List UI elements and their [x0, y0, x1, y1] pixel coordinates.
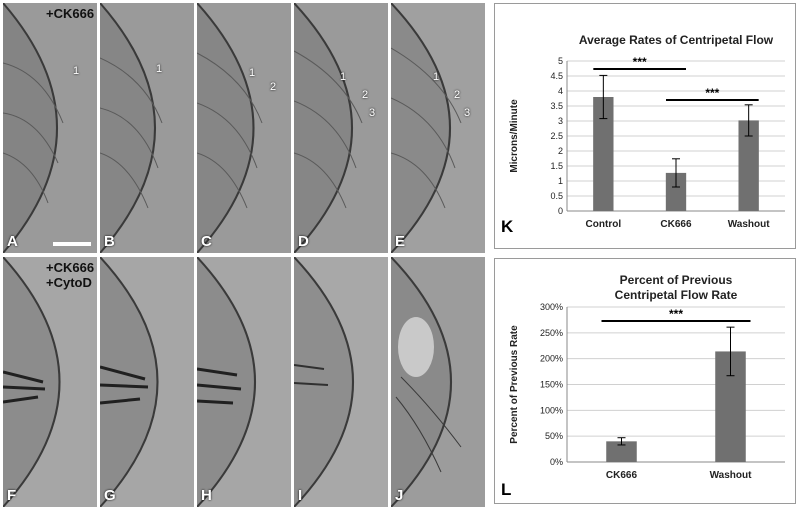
panel-label: E	[395, 233, 406, 250]
category-label: Control	[586, 219, 622, 230]
chart-title: Centripetal Flow Rate	[615, 288, 738, 302]
position-marker: 1	[340, 71, 347, 83]
panel-label: G	[104, 487, 116, 504]
position-marker: 2	[362, 89, 369, 101]
y-tick-label: 200%	[540, 354, 563, 364]
cell-edge-image	[3, 3, 97, 253]
treatment-label-bottom-line1: +CK666	[46, 260, 95, 275]
chart-l: Percent of Previous Centripetal Flow Rate…	[494, 258, 796, 504]
panel-label: J	[395, 487, 404, 504]
y-tick-label: 5	[558, 56, 563, 66]
significance-label: ***	[669, 307, 683, 321]
significance-label: ***	[633, 55, 647, 69]
y-tick-label: 4.5	[550, 71, 563, 81]
y-tick-label: 100%	[540, 405, 563, 415]
treatment-label-bottom-line2: +CytoD	[46, 275, 92, 290]
micrograph-panel-d: 1 2 3 D	[294, 3, 388, 253]
panel-label: L	[501, 480, 511, 499]
micrograph-panel-i: I	[294, 257, 388, 507]
position-marker: 1	[433, 71, 440, 83]
panel-label: I	[298, 487, 303, 504]
y-tick-label: 300%	[540, 302, 563, 312]
micrograph-grid: 1 A +CK666 1 B 1 2 C 1 2	[3, 3, 485, 507]
position-marker: 3	[464, 107, 471, 119]
y-tick-label: 2	[558, 146, 563, 156]
scale-bar	[53, 242, 91, 246]
y-tick-label: 3.5	[550, 101, 563, 111]
chart-title: Average Rates of Centripetal Flow	[579, 33, 774, 47]
y-tick-label: 4	[558, 86, 563, 96]
cell-edge-image	[197, 257, 291, 507]
y-tick-label: 3	[558, 116, 563, 126]
bar	[606, 441, 637, 462]
cell-edge-image	[100, 3, 194, 253]
panel-label: F	[7, 487, 17, 504]
y-tick-label: 0.5	[550, 191, 563, 201]
panel-label: K	[501, 217, 514, 236]
panel-label: D	[298, 233, 309, 250]
micrograph-panel-f: F	[3, 257, 97, 507]
cell-edge-image	[197, 3, 291, 253]
micrograph-panel-j: J	[391, 257, 485, 507]
bar	[593, 97, 614, 211]
micrograph-panel-c: 1 2 C	[197, 3, 291, 253]
category-label: CK666	[660, 219, 692, 230]
chart-title: Percent of Previous	[620, 273, 733, 287]
micrograph-panel-g: G	[100, 257, 194, 507]
cell-edge-image	[294, 257, 388, 507]
y-tick-label: 150%	[540, 380, 563, 390]
panel-label: C	[201, 233, 212, 250]
micrograph-panel-a: 1 A	[3, 3, 97, 253]
position-marker: 2	[454, 89, 461, 101]
chart-k: Average Rates of Centripetal Flow 0 0.5 1 1.…	[494, 3, 796, 249]
category-label: Washout	[728, 219, 771, 230]
bar	[738, 120, 759, 211]
cell-edge-image	[391, 257, 485, 507]
y-tick-label: 50%	[545, 431, 563, 441]
panel-label: B	[104, 233, 115, 250]
y-tick-label: 1	[558, 176, 563, 186]
bar	[665, 172, 687, 211]
position-marker: 3	[369, 107, 376, 119]
y-tick-label: 0	[558, 206, 563, 216]
y-tick-label: 250%	[540, 328, 563, 338]
panel-label: H	[201, 487, 212, 504]
position-marker: 2	[270, 81, 277, 93]
treatment-label-top: +CK666	[46, 6, 95, 21]
cell-edge-image	[3, 257, 97, 507]
category-label: CK666	[606, 470, 638, 481]
position-marker: 1	[73, 65, 80, 77]
y-axis-label: Percent of Previous Rate	[509, 325, 520, 444]
chart-k-svg: Average Rates of Centripetal Flow 0 0.5 1 1.…	[501, 33, 785, 236]
y-tick-label: 0%	[550, 457, 563, 467]
micrograph-panel-b: 1 B	[100, 3, 194, 253]
y-tick-label: 1.5	[550, 161, 563, 171]
position-marker: 1	[156, 63, 163, 75]
significance-label: ***	[705, 86, 719, 100]
cell-edge-image	[391, 3, 485, 253]
panel-label: A	[7, 233, 18, 250]
micrograph-panel-e: 1 2 3 E	[391, 3, 485, 253]
cell-edge-image	[294, 3, 388, 253]
category-label: Washout	[710, 470, 753, 481]
cell-edge-image	[100, 257, 194, 507]
position-marker: 1	[249, 67, 256, 79]
y-tick-label: 2.5	[550, 131, 563, 141]
y-axis-label: Microns/Minute	[509, 99, 520, 173]
micrograph-panel-h: H	[197, 257, 291, 507]
